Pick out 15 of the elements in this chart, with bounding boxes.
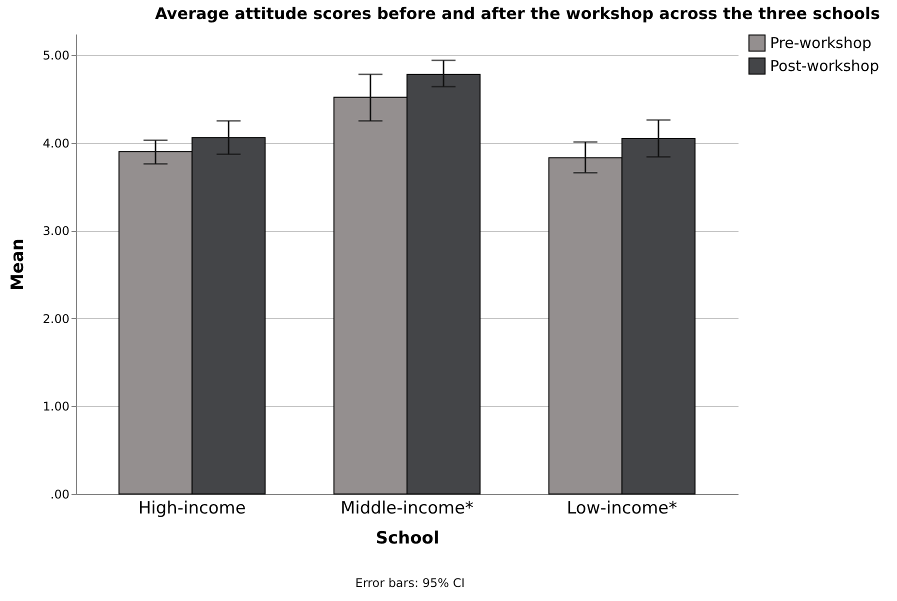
text: Error bars: 95% CI [354, 576, 466, 590]
x-axis-title: School [376, 528, 440, 548]
y-tick-label: 2.00 [42, 312, 70, 326]
y-tick-label: 3.00 [42, 224, 70, 238]
chart-title: Average attitude scores before and after the workshop across the three schools [154, 4, 880, 23]
legend-label: Post-workshop [770, 57, 880, 75]
y-axis-title: Mean [8, 238, 28, 291]
y-tick-label: .00 [50, 488, 70, 502]
y-tick-label: 4.00 [42, 136, 70, 150]
x-tick-label: Middle-income* [340, 498, 474, 518]
x-tick-label: Low-income* [566, 498, 678, 518]
y-tick-label: 5.00 [42, 48, 70, 63]
legend-label: Pre-workshop [770, 34, 872, 52]
y-tick-label: 1.00 [42, 400, 70, 414]
x-tick-label: High-income [138, 498, 246, 518]
